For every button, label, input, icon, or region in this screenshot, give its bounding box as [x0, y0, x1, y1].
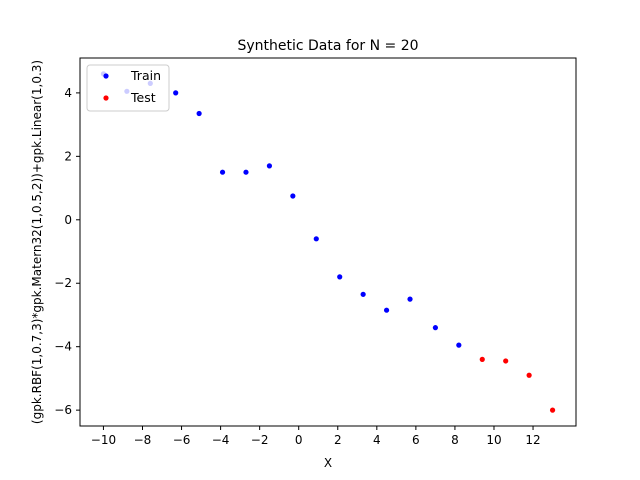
x-tick-label: −2 — [251, 433, 269, 447]
point-test-0 — [479, 356, 485, 362]
point-train-4 — [196, 110, 202, 117]
legend-label-test: Test — [130, 90, 156, 105]
x-tick-label: 0 — [295, 433, 303, 447]
point-train-10 — [337, 274, 343, 280]
point-train-12 — [383, 307, 390, 313]
legend: Train Test — [86, 64, 170, 112]
y-tick-label: 4 — [64, 86, 72, 100]
point-train-6 — [243, 169, 249, 175]
y-tick-label: 0 — [64, 213, 72, 227]
x-tick-label: 10 — [486, 433, 501, 447]
legend-marker-test — [103, 95, 109, 101]
point-test-2 — [526, 372, 532, 378]
point-train-8 — [290, 193, 296, 199]
legend-label-train: Train — [130, 68, 161, 83]
x-tick-label: −6 — [173, 433, 191, 447]
x-tick-label: −10 — [91, 433, 116, 447]
y-tick-label: −2 — [54, 276, 72, 290]
y-tick-label: −6 — [54, 403, 72, 417]
point-test-3 — [549, 407, 556, 413]
y-tick-label: 2 — [64, 149, 72, 163]
point-train-5 — [219, 169, 226, 175]
x-tick-label: 8 — [451, 433, 459, 447]
y-axis-label: (gpk.RBF(1,0.7,3)*gpk.Matern32(1,0.5,2))… — [30, 60, 44, 424]
x-tick-label: 12 — [525, 433, 540, 447]
point-train-14 — [432, 325, 438, 331]
x-axis-label: X — [324, 456, 332, 470]
x-tick-label: −4 — [212, 433, 230, 447]
point-train-7 — [266, 163, 273, 169]
x-tick-label: 6 — [412, 433, 420, 447]
plot-area-frame — [79, 57, 577, 427]
x-tick-label: 4 — [373, 433, 381, 447]
point-train-9 — [313, 236, 319, 242]
point-test-1 — [503, 358, 509, 364]
chart-title: Synthetic Data for N = 20 — [237, 38, 418, 54]
legend-marker-train — [103, 73, 109, 79]
point-train-13 — [407, 296, 413, 302]
x-tick-label: −8 — [134, 433, 152, 447]
point-train-3 — [173, 90, 179, 96]
point-train-15 — [456, 342, 462, 348]
y-axis-ticks: −6 −4 −2 0 2 4 — [54, 86, 80, 417]
point-train-11 — [360, 291, 366, 297]
y-tick-label: −4 — [54, 340, 72, 354]
x-axis-ticks: −10 −8 −6 −4 −2 0 2 4 6 8 10 12 — [91, 426, 541, 447]
x-tick-label: 2 — [334, 433, 342, 447]
